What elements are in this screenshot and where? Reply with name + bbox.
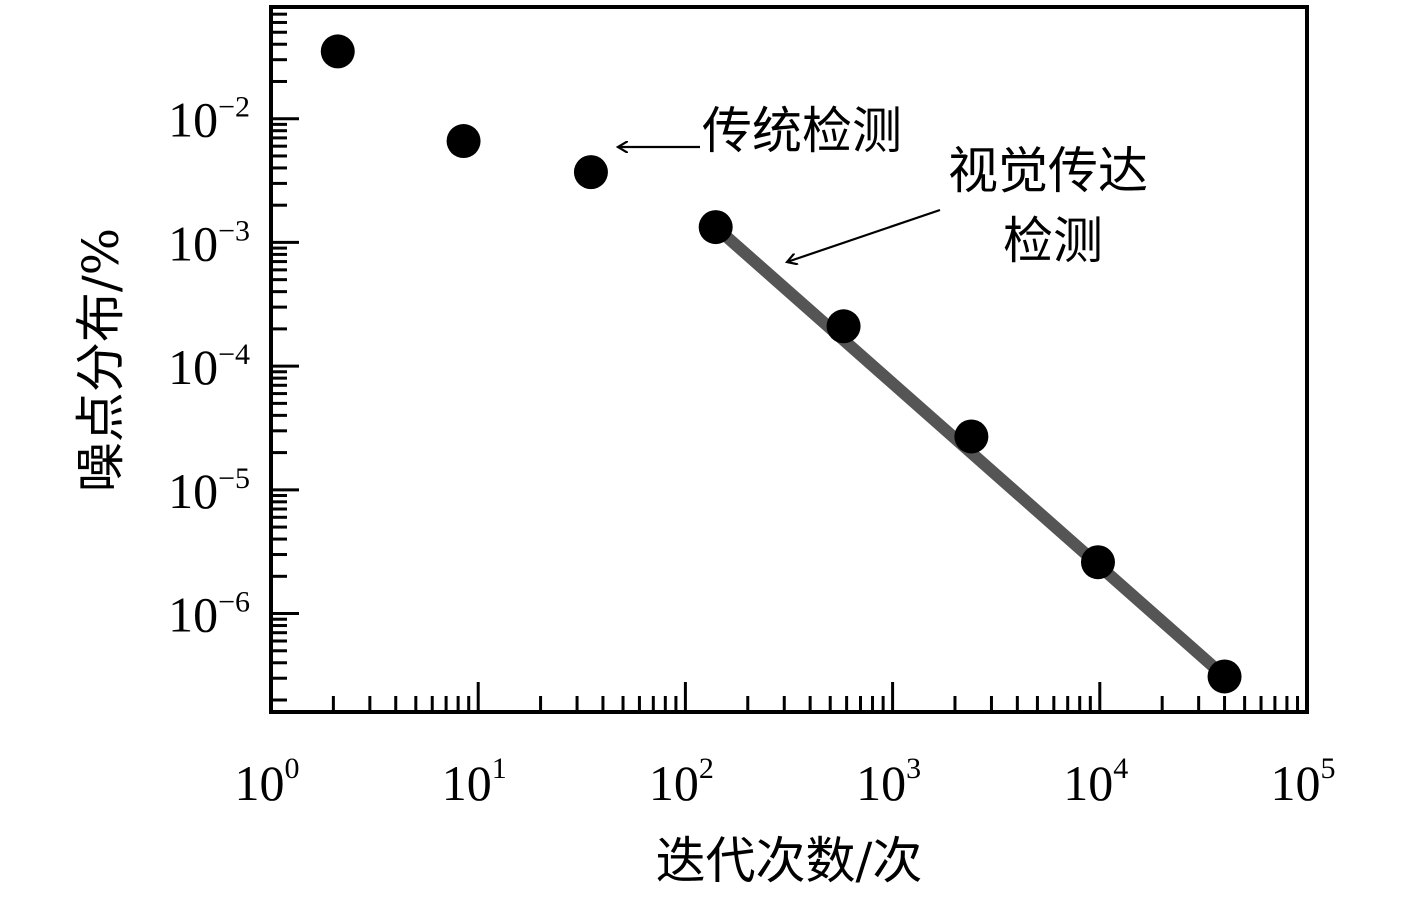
annotation-visual-line1: 视觉传达	[948, 142, 1148, 200]
x-tick-label: 101	[442, 752, 507, 811]
x-tick-label: 102	[649, 752, 714, 811]
annotation-traditional: 传统检测	[702, 102, 902, 160]
y-tick-base: 10	[168, 215, 218, 271]
x-tick-label: 103	[856, 752, 921, 811]
plot-frame	[269, 5, 1309, 714]
y-tick-exponent: −3	[218, 214, 250, 247]
y-tick-label: 10−2	[168, 91, 250, 148]
x-tick-base: 10	[235, 755, 285, 811]
x-tick-base: 10	[442, 755, 492, 811]
y-tick-label: 10−3	[168, 214, 250, 271]
data-point	[954, 419, 989, 454]
y-axis-title: 噪点分布/%	[72, 228, 130, 492]
data-point	[446, 124, 481, 159]
y-tick-base: 10	[168, 92, 218, 148]
y-tick-label: 10−4	[168, 338, 250, 395]
y-tick-label: 10−6	[168, 586, 250, 643]
x-tick-base: 10	[1063, 755, 1113, 811]
data-points	[320, 34, 1242, 694]
y-tick-base: 10	[168, 463, 218, 519]
y-tick-exponent: −4	[218, 338, 250, 371]
x-tick-exponent: 0	[285, 752, 300, 785]
annotation-arrow-visual	[787, 208, 941, 262]
x-tick-exponent: 1	[492, 752, 507, 785]
x-tick-exponent: 2	[699, 752, 714, 785]
y-tick-base: 10	[168, 587, 218, 643]
x-tick-exponent: 5	[1321, 752, 1336, 785]
x-tick-label: 100	[235, 752, 300, 811]
x-tick-exponent: 4	[1113, 752, 1128, 785]
x-tick-exponent: 3	[906, 752, 921, 785]
data-point	[1207, 659, 1242, 694]
x-tick-base: 10	[1271, 755, 1321, 811]
data-point	[826, 309, 861, 344]
data-point	[320, 34, 355, 69]
x-tick-label: 104	[1063, 752, 1128, 811]
y-tick-exponent: −5	[218, 462, 250, 495]
x-axis-title: 迭代次数/次	[656, 832, 923, 890]
data-point	[573, 155, 608, 190]
data-point	[698, 210, 733, 245]
annotation-visual-line2: 检测	[1003, 212, 1103, 270]
y-tick-base: 10	[168, 339, 218, 395]
data-point	[1080, 545, 1115, 580]
y-tick-label: 10−5	[168, 462, 250, 519]
x-minor-ticks	[331, 682, 1300, 712]
x-tick-label: 105	[1271, 752, 1336, 811]
y-tick-exponent: −6	[218, 586, 250, 619]
y-tick-exponent: −2	[218, 91, 250, 124]
y-minor-ticks	[271, 5, 299, 702]
x-tick-base: 10	[649, 755, 699, 811]
x-tick-labels: 100 101 102 103 104 105	[235, 752, 1336, 811]
x-tick-base: 10	[856, 755, 906, 811]
y-tick-labels: 10−210−310−410−510−6	[168, 91, 250, 643]
